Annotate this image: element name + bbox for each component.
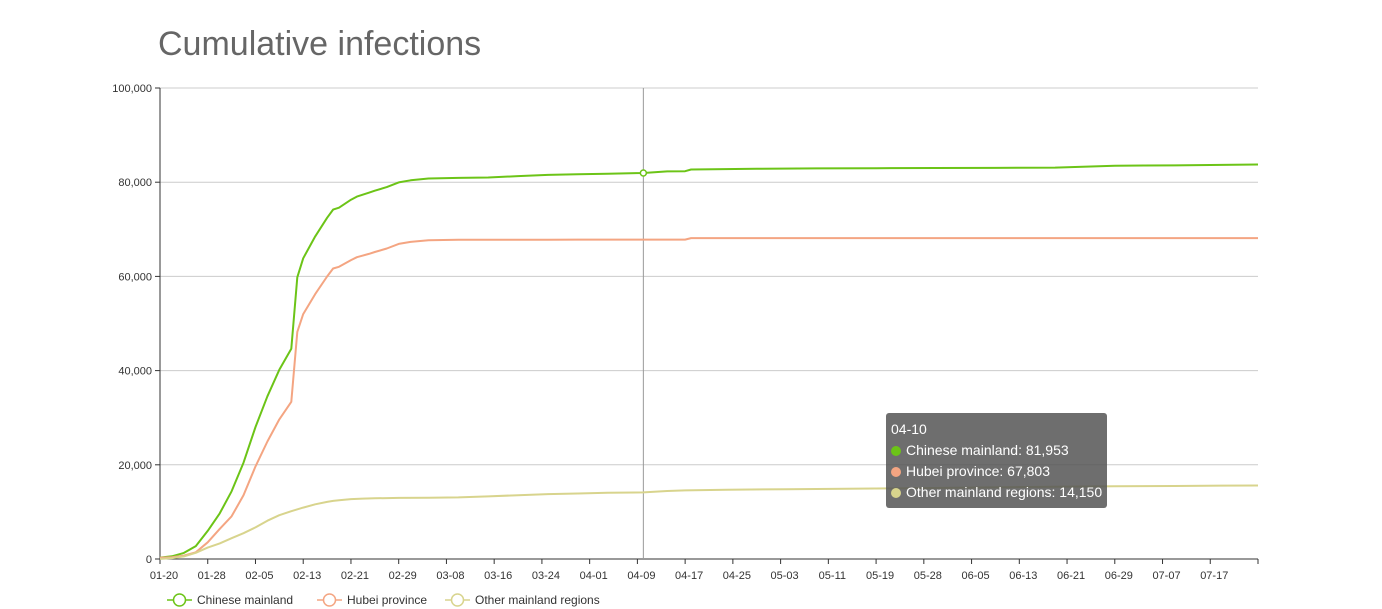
x-tick-label: 05-03 [771,570,799,582]
series-line-0 [159,163,1259,559]
x-tick-label: 05-19 [866,570,894,582]
tooltip-dot-other-mainland-regions [891,488,901,498]
series-line-1 [159,237,1258,559]
series-line-2 [159,484,1259,560]
tooltip-row-chinese-mainland: Chinese mainland: 81,953 [891,440,1102,461]
x-tick-label: 04-09 [627,570,655,582]
x-tick-label: 01-28 [198,570,226,582]
chart-title: Cumulative infections [158,25,482,63]
x-tick-label: 06-13 [1009,570,1037,582]
x-tick-label: 02-29 [389,570,417,582]
x-tick-label: 02-13 [293,570,321,582]
y-tick-label: 0 [146,554,152,566]
x-tick-label: 05-28 [914,570,942,582]
x-tick-label: 06-29 [1105,570,1133,582]
tooltip-row-hubei-province: Hubei province: 67,803 [891,461,1102,482]
tooltip-dot-hubei-province [891,467,901,477]
x-tick-label: 03-08 [436,570,464,582]
x-tick-label: 04-17 [675,570,703,582]
x-tick-label: 03-24 [532,570,560,582]
highlight-point [639,169,648,177]
legend-marker-2 [450,593,465,607]
x-tick-label: 04-25 [723,570,751,582]
chart-tooltip: 04-10 Chinese mainland: 81,953 Hubei pro… [886,413,1108,508]
x-tick-label: 07-17 [1200,570,1228,582]
y-tick-label: 80,000 [118,177,152,189]
legend-label-0: Chinese mainland [197,593,293,607]
legend-label-1: Hubei province [347,593,427,607]
y-tick-label: 20,000 [118,460,152,472]
x-tick-label: 04-01 [580,570,608,582]
legend-marker-1 [322,593,337,607]
x-tick-label: 01-20 [150,570,178,582]
x-tick-label: 02-21 [341,570,369,582]
tooltip-value-chinese-mainland: Chinese mainland: 81,953 [906,442,1069,458]
y-tick-label: 100,000 [112,83,152,95]
y-tick-label: 40,000 [118,366,152,378]
x-tick-label: 07-07 [1152,570,1180,582]
y-tick-label: 60,000 [118,271,152,283]
tooltip-dot-chinese-mainland [891,446,901,456]
x-tick-label: 06-21 [1057,570,1085,582]
legend-marker-0 [172,593,187,607]
x-tick-label: 02-05 [245,570,273,582]
tooltip-value-other-mainland-regions: Other mainland regions: 14,150 [906,484,1103,500]
tooltip-value-hubei-province: Hubei province: 67,803 [906,463,1050,479]
x-tick-label: 06-05 [961,570,989,582]
legend-label-2: Other mainland regions [475,593,600,607]
tooltip-date: 04-10 [891,421,927,437]
x-tick-label: 05-11 [819,570,846,582]
tooltip-row-other-mainland-regions: Other mainland regions: 14,150 [891,482,1102,503]
x-tick-label: 03-16 [484,570,512,582]
